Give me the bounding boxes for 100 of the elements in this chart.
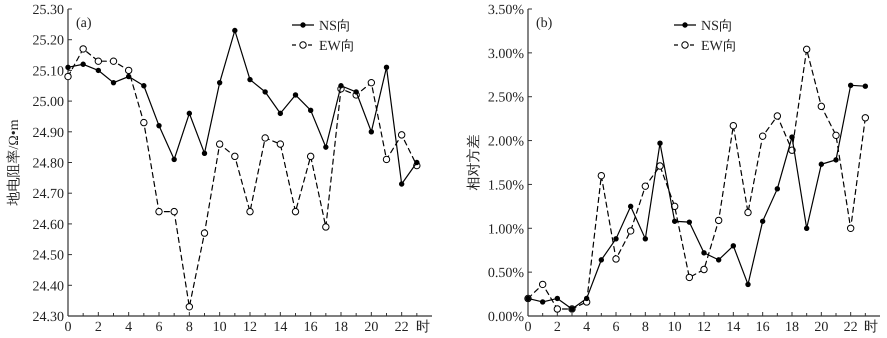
point xyxy=(278,110,284,116)
point xyxy=(744,208,752,216)
point xyxy=(598,257,604,263)
point xyxy=(414,160,420,166)
x-tick-label: 0 xyxy=(524,320,532,335)
x-tick-label: 22 xyxy=(844,320,858,335)
y-tick-label: 24.30 xyxy=(32,310,64,325)
point xyxy=(540,299,546,305)
point xyxy=(818,102,826,110)
point xyxy=(730,243,736,249)
point xyxy=(700,266,708,274)
y-tick-label: 0.50% xyxy=(488,266,524,282)
point xyxy=(186,110,192,116)
x-tick-label: 2 xyxy=(554,320,561,335)
x-tick-label: 6 xyxy=(156,320,162,335)
point xyxy=(802,46,810,54)
x-tick-label: 4 xyxy=(125,320,132,335)
annotation: (a) xyxy=(76,16,92,31)
point xyxy=(171,156,177,162)
x-tick-label: 8 xyxy=(186,320,193,335)
point xyxy=(170,208,178,216)
x-tick-label: 10 xyxy=(668,320,682,335)
point xyxy=(382,156,390,164)
point xyxy=(96,68,102,74)
point xyxy=(774,112,782,120)
point xyxy=(216,80,222,86)
y-tick-label: 24.70 xyxy=(32,187,64,202)
point xyxy=(368,78,376,86)
x-tick-label: 4 xyxy=(583,320,590,335)
y-tick-label: 24.80 xyxy=(32,156,64,172)
y-axis-title: 相对方差 xyxy=(466,134,482,190)
y-tick-label: 24.50 xyxy=(32,248,64,264)
y-tick-label: 25.30 xyxy=(32,3,64,18)
point xyxy=(247,76,253,82)
x-tick-label: 16 xyxy=(304,320,318,335)
y-tick-label: 25.20 xyxy=(32,34,64,49)
point xyxy=(642,236,648,242)
x-tick-label: 10 xyxy=(212,320,227,335)
point xyxy=(338,83,344,88)
point xyxy=(186,303,194,310)
point xyxy=(398,181,404,187)
point xyxy=(554,305,562,313)
point xyxy=(94,57,102,65)
y-tick-label: 25.00 xyxy=(32,95,64,110)
point xyxy=(276,140,284,148)
point xyxy=(200,229,208,237)
point xyxy=(554,296,560,302)
point xyxy=(124,66,132,74)
point xyxy=(292,92,298,98)
x-tick-label: 16 xyxy=(756,320,770,335)
x-tick-label: 0 xyxy=(64,320,72,335)
legend-label: NS向 xyxy=(319,18,351,34)
point xyxy=(140,118,148,126)
point xyxy=(686,219,692,225)
point xyxy=(64,72,72,80)
y-tick-label: 25.10 xyxy=(32,64,64,80)
point xyxy=(774,186,780,192)
point xyxy=(758,132,766,140)
point xyxy=(322,223,330,231)
legend-label: EW向 xyxy=(319,38,355,54)
point xyxy=(626,227,634,235)
point xyxy=(716,257,722,263)
x-tick-label: 8 xyxy=(642,320,649,335)
point xyxy=(384,64,390,70)
point xyxy=(398,131,406,139)
point xyxy=(202,150,208,156)
y-tick-label: 2.00% xyxy=(488,134,524,150)
point xyxy=(862,114,870,122)
legend-label: NS向 xyxy=(701,18,733,34)
point xyxy=(686,274,694,282)
x-tick-label: 20 xyxy=(364,320,378,335)
x-tick-label: 12 xyxy=(243,320,257,335)
point xyxy=(862,83,868,89)
y-tick-label: 24.90 xyxy=(32,126,64,141)
point xyxy=(80,62,86,67)
x-tick-label: 14 xyxy=(273,320,288,335)
y-tick-label: 3.50% xyxy=(488,3,524,18)
point xyxy=(832,132,840,140)
point xyxy=(126,74,132,80)
point xyxy=(155,208,163,216)
y-axis-title: 地电阻率/Ω•m xyxy=(6,119,22,207)
point xyxy=(353,89,359,95)
x-tick-label: 20 xyxy=(814,320,828,335)
point xyxy=(231,152,239,160)
annotation: (b) xyxy=(536,16,553,31)
point xyxy=(368,129,374,134)
point xyxy=(818,162,824,167)
point xyxy=(110,57,118,65)
point xyxy=(323,144,329,150)
point xyxy=(308,108,314,114)
point xyxy=(657,140,663,146)
point xyxy=(612,255,620,263)
point xyxy=(292,208,300,216)
point xyxy=(65,64,71,70)
point xyxy=(261,134,269,142)
y-tick-label: 1.00% xyxy=(488,222,524,238)
point xyxy=(110,80,116,86)
point xyxy=(156,122,162,128)
y-tick-label: 2.50% xyxy=(488,90,524,106)
y-tick-label: 0.00% xyxy=(488,310,524,325)
